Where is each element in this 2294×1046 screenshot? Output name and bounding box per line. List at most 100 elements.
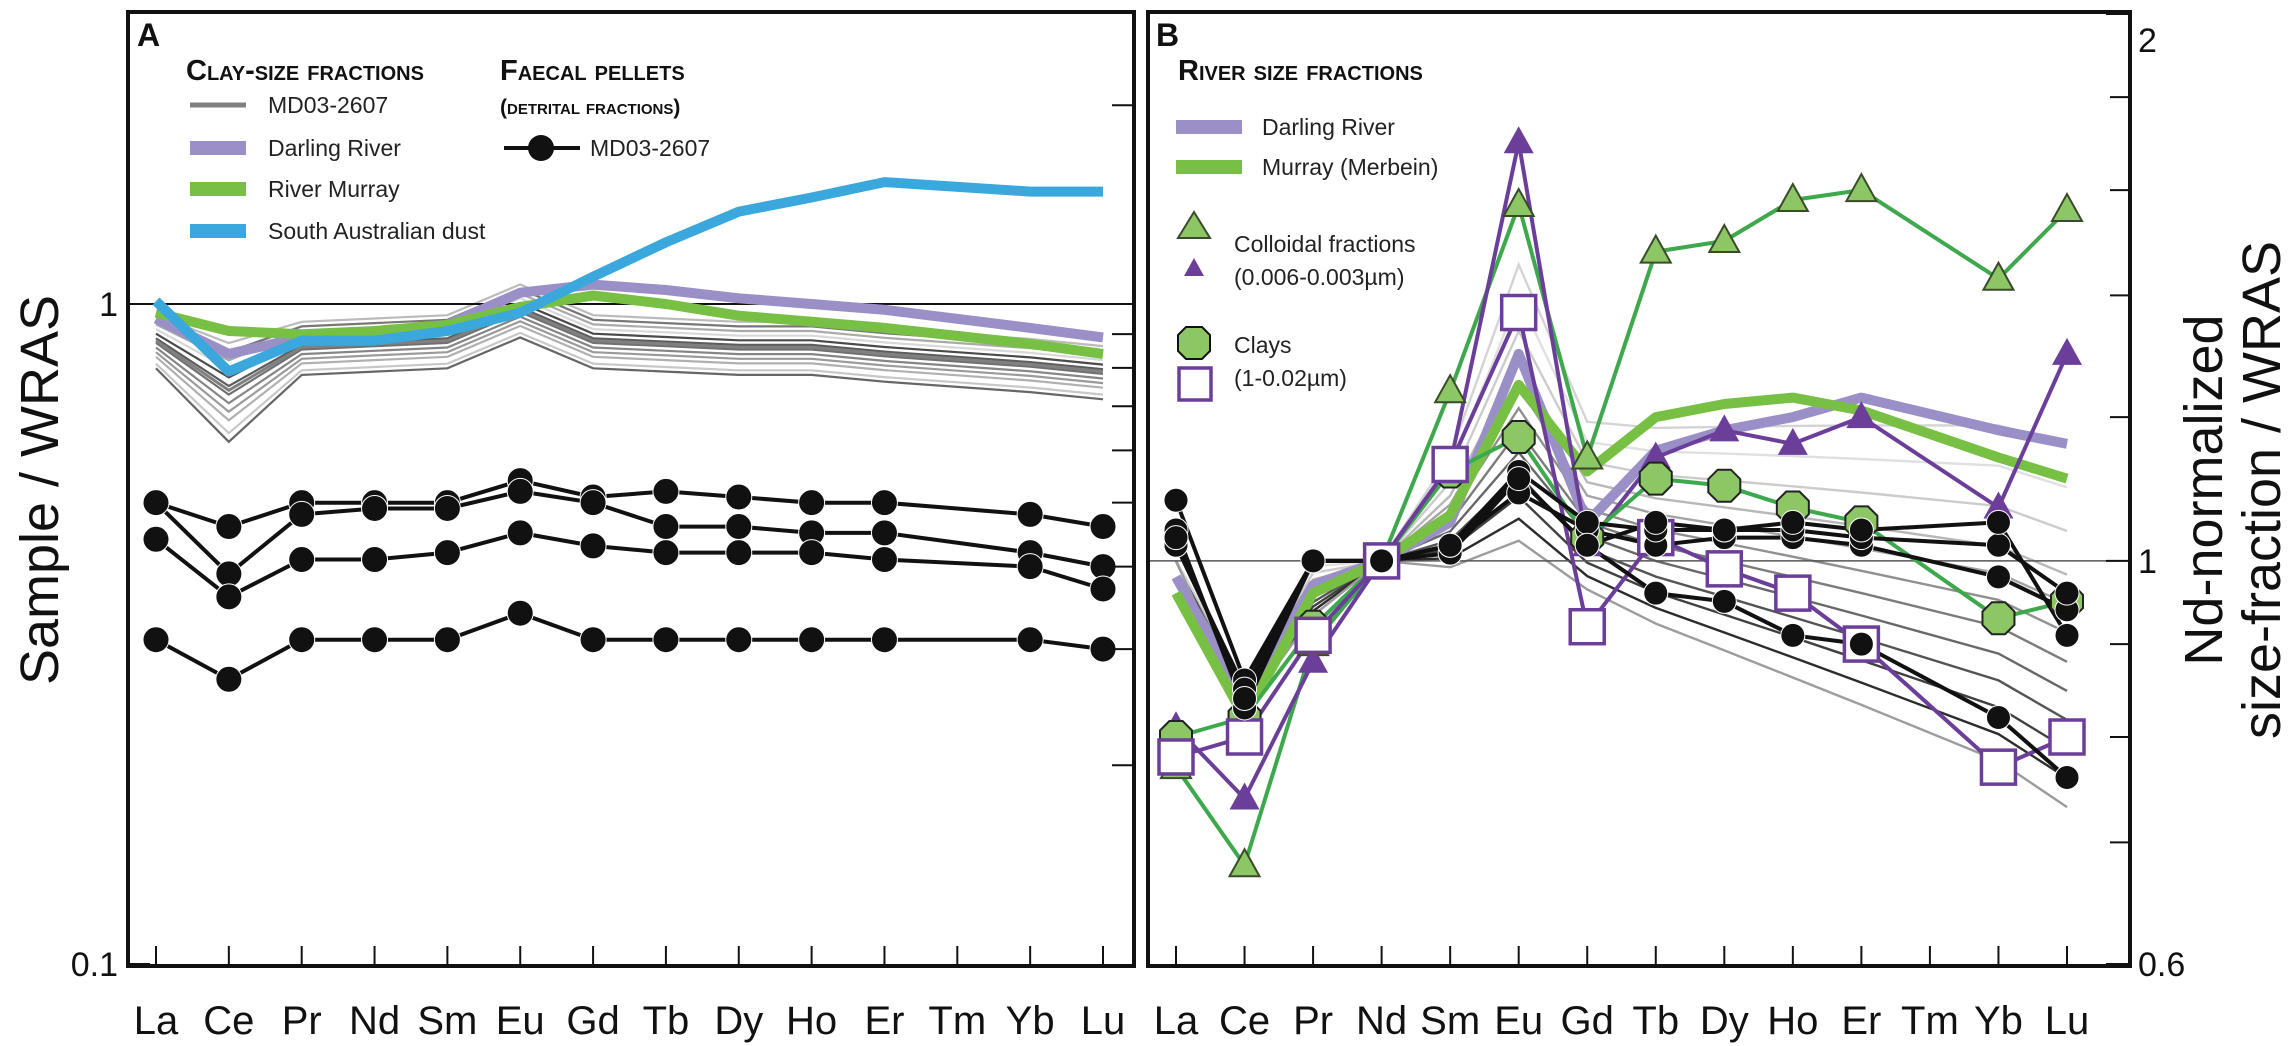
circle-marker: [2054, 764, 2080, 790]
faecal-point-a: [215, 665, 243, 693]
x-tick-label-a: Nd: [349, 999, 400, 1043]
panel-b-letter: B: [1156, 17, 1179, 53]
x-tick-label-b: Lu: [2045, 999, 2090, 1043]
triangle-marker: [1844, 172, 1879, 203]
triangle-marker: [1570, 439, 1604, 470]
circle-marker: [1506, 466, 1532, 492]
legend-a-dust-label: South Australian dust: [268, 218, 486, 244]
panel-b-legend: River size fractions Darling River Murra…: [1176, 55, 1438, 402]
x-tick-label-b: Tb: [1632, 999, 1679, 1043]
faecal-point-a: [288, 546, 316, 574]
x-tick-label-a: Pr: [282, 999, 322, 1043]
x-tick-label-a: Tb: [643, 999, 690, 1043]
x-tick-label-a: Er: [864, 999, 904, 1043]
legend-b-clays-label: Clays: [1234, 332, 1292, 358]
x-tick-label-a: La: [134, 999, 179, 1043]
series-a-south-australian-dust-line: [152, 177, 1103, 377]
triangle-marker: [1776, 181, 1810, 212]
circle-marker: [1711, 588, 1737, 614]
square-marker: [2048, 718, 2086, 756]
clay-bundle-line: [155, 315, 1104, 405]
x-tick-label-a: Lu: [1081, 999, 1126, 1043]
legend-a-murray-label: River Murray: [268, 176, 400, 202]
panel-b-frame: [1146, 10, 2132, 968]
faecal-point-a: [288, 500, 316, 528]
faecal-point-a: [361, 494, 389, 522]
legend-b-murray-label: Murray (Merbein): [1262, 154, 1438, 180]
faecal-point-a: [725, 513, 753, 541]
faecal-point-a: [506, 519, 534, 547]
triangle-marker: [1503, 126, 1534, 154]
legend-b-colloid-green-marker: [1176, 210, 1212, 239]
faecal-point-a: [579, 626, 607, 654]
x-tick-label-b: Tm: [1901, 999, 1959, 1043]
x-tick-label-a: Eu: [496, 999, 545, 1043]
faecal-point-a: [798, 626, 826, 654]
circle-marker: [1848, 631, 1874, 657]
faecal-point-a: [1016, 553, 1044, 581]
legend-a-faecal-label: MD03-2607: [590, 135, 710, 161]
x-tick-label-b: Er: [1841, 999, 1881, 1043]
x-tick-label-a: Sm: [417, 999, 477, 1043]
clay-bundle-line: [155, 310, 1104, 396]
x-tick-label-b: Pr: [1293, 999, 1333, 1043]
legend-b-darling-label: Darling River: [1262, 114, 1395, 140]
square-marker: [1568, 607, 1606, 646]
octagon-marker: [1707, 468, 1742, 503]
faecal-point-a: [652, 513, 680, 541]
clay-bundle-line: [155, 336, 1104, 444]
legend-b-title: River size fractions: [1178, 55, 1423, 87]
circle-marker: [1780, 622, 1806, 648]
square-marker: [1294, 616, 1332, 655]
x-tick-label-a: Ce: [203, 999, 254, 1043]
faecal-point-a: [288, 626, 316, 654]
x-tick-label-a: Gd: [566, 999, 619, 1043]
circle-marker: [1437, 532, 1463, 558]
panel-a-y-axis-label: Sample / WRAS: [10, 295, 70, 685]
circle-marker: [1711, 517, 1737, 543]
octagon-marker: [1501, 420, 1536, 455]
circle-marker: [1848, 517, 1874, 543]
clay-bundle-line: [155, 331, 1104, 435]
square-marker: [1774, 574, 1812, 612]
circle-marker: [1985, 532, 2011, 558]
y-tick-label-b: 2: [2138, 22, 2157, 60]
panel-b-y-ticks: 0.6 1 2: [2106, 13, 2185, 984]
x-tick-label-b: La: [1154, 999, 1199, 1043]
panel-b: B 0.6 1 2 La Ce Pr Nd Sm Eu Gd Tb Dy Ho Er Tm Yb Lu Nd-…: [1146, 10, 2292, 1043]
faecal-point-a: [215, 583, 243, 611]
triangle-marker: [1298, 645, 1329, 673]
faecal-point-a: [142, 525, 170, 553]
y-tick-label-a: 1: [99, 286, 118, 324]
faecal-point-a: [1089, 513, 1117, 541]
square-marker: [1225, 718, 1264, 756]
legend-a-clay-title: Clay-size fractions: [186, 55, 424, 87]
triangle-marker: [1981, 260, 2016, 291]
triangle-marker: [1433, 373, 1467, 404]
faecal-point-a: [725, 626, 753, 654]
faecal-point-a: [870, 489, 898, 517]
x-tick-label-b: Eu: [1494, 999, 1543, 1043]
circle-marker: [1369, 548, 1395, 574]
circle-marker: [1300, 548, 1326, 574]
legend-a-faecal-subtitle: (detrital fractions): [500, 96, 680, 119]
faecal-point-a: [725, 483, 753, 511]
y-tick-label-b: 1: [2138, 543, 2157, 581]
panel-b-y-axis-label-line1: Nd-normalized: [2174, 314, 2234, 665]
circle-marker: [1232, 686, 1258, 712]
panel-b-x-ticks: La Ce Pr Nd Sm Eu Gd Tb Dy Ho Er Tm Yb Lu: [1154, 946, 2090, 1043]
triangle-marker: [1707, 222, 1742, 253]
faecal-point-a: [433, 494, 461, 522]
legend-a-faecal-swatch-marker: [528, 135, 554, 161]
faecal-point-a: [870, 626, 898, 654]
square-marker: [1705, 550, 1744, 588]
x-tick-label-a: Ho: [786, 999, 837, 1043]
faecal-point-a: [798, 539, 826, 567]
triangle-marker: [1229, 782, 1260, 810]
square-marker: [1431, 445, 1469, 484]
circle-marker: [1574, 532, 1600, 558]
series-a-river-murray-line: [154, 290, 1104, 359]
faecal-point-a: [798, 489, 826, 517]
faecal-point-a: [215, 513, 243, 541]
